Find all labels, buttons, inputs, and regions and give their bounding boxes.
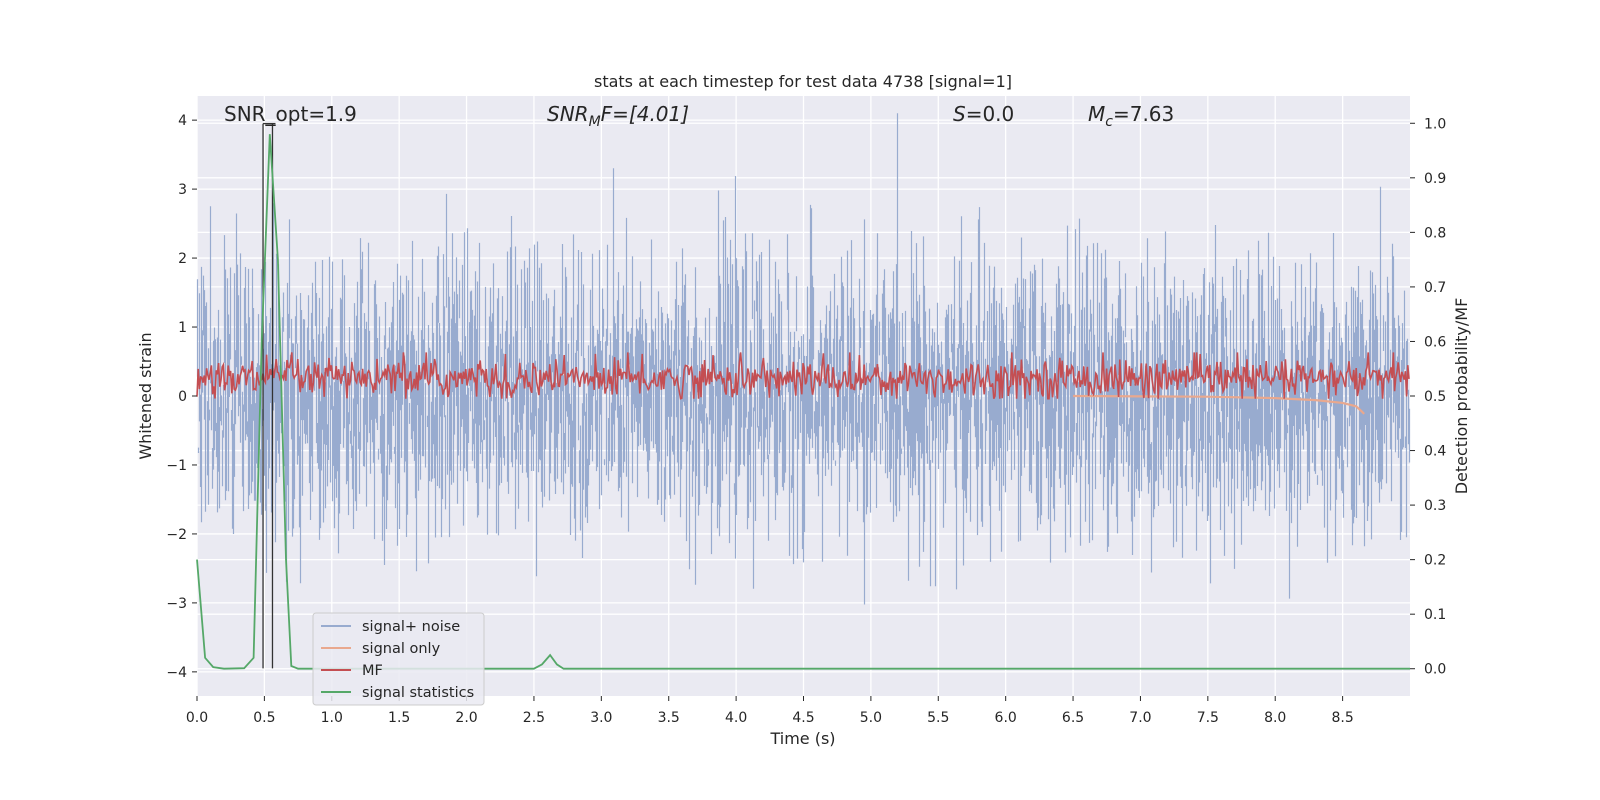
y-left-tick-label: 2 xyxy=(178,251,187,267)
y-right-tick-label: 0.8 xyxy=(1424,225,1446,241)
y-left-tick-label: 1 xyxy=(178,320,187,336)
y-left-tick-label: 0 xyxy=(178,389,187,405)
x-tick-label: 5.0 xyxy=(860,710,882,726)
y-left-tick-label: −4 xyxy=(166,665,187,681)
x-tick-label: 7.0 xyxy=(1129,710,1151,726)
y-right-tick-label: 0.3 xyxy=(1424,498,1446,514)
x-axis-ticks: 0.0 0.5 1.0 1.5 2.0 2.5 3.0 3.5 4.0 4.5 5.0 5.5 6.0 6… xyxy=(186,696,1354,726)
y-left-axis-label: Whitened strain xyxy=(136,332,155,459)
x-tick-label: 2.0 xyxy=(455,710,477,726)
y-right-tick-label: 0.7 xyxy=(1424,280,1446,296)
x-tick-label: 2.5 xyxy=(523,710,545,726)
y-right-axis-label: Detection probability/MF xyxy=(1452,298,1471,495)
x-tick-label: 4.0 xyxy=(725,710,747,726)
signal-only-series xyxy=(1073,394,1365,415)
x-tick-label: 0.0 xyxy=(186,710,208,726)
signal-only-line xyxy=(1073,394,1365,415)
y-right-tick-label: 0.2 xyxy=(1424,553,1446,569)
legend-label-signal-noise: signal+ noise xyxy=(362,619,460,635)
x-tick-label: 8.5 xyxy=(1331,710,1353,726)
x-tick-label: 6.0 xyxy=(995,710,1017,726)
x-tick-label: 7.5 xyxy=(1197,710,1219,726)
y-left-tick-label: −2 xyxy=(166,527,187,543)
annotation-snr-mf: SNRMF=[4.01] xyxy=(547,102,689,130)
annotation-mc: Mc=7.63 xyxy=(1088,102,1174,130)
y-right-tick-label: 0.6 xyxy=(1424,334,1446,350)
annotation-s: S=0.0 xyxy=(953,102,1014,126)
x-axis-label: Time (s) xyxy=(769,729,835,748)
x-tick-label: 5.5 xyxy=(927,710,949,726)
x-tick-label: 0.5 xyxy=(253,710,275,726)
y-right-tick-label: 0.1 xyxy=(1424,607,1446,623)
y-right-tick-label: 0.5 xyxy=(1424,389,1446,405)
y-left-tick-label: −3 xyxy=(166,596,187,612)
y-left-tick-label: −1 xyxy=(166,458,187,474)
y-right-tick-label: 1.0 xyxy=(1424,116,1446,132)
legend-box xyxy=(312,612,485,706)
y-right-axis-ticks: 1.0 0.9 0.8 0.7 0.6 0.5 0.4 0.3 0.2 0.1 0.0 xyxy=(1410,116,1446,678)
mf-line xyxy=(196,352,1410,400)
legend-label-signal-statistics: signal statistics xyxy=(362,685,474,701)
y-left-tick-label: 3 xyxy=(178,182,187,198)
x-tick-label: 6.5 xyxy=(1062,710,1084,726)
y-right-tick-label: 0.0 xyxy=(1424,662,1446,678)
x-tick-label: 3.5 xyxy=(658,710,680,726)
chart-title: stats at each timestep for test data 473… xyxy=(594,72,1012,91)
legend: signal+ noise signal only MF signal stat… xyxy=(312,612,485,706)
x-tick-label: 1.0 xyxy=(321,710,343,726)
x-tick-label: 3.0 xyxy=(590,710,612,726)
y-right-tick-label: 0.9 xyxy=(1424,171,1446,187)
legend-label-mf: MF xyxy=(362,663,383,679)
vertical-markers xyxy=(262,122,276,669)
x-tick-label: 4.5 xyxy=(792,710,814,726)
y-left-axis-ticks: 4 3 2 1 0 −1 −2 −3 −4 xyxy=(166,113,197,681)
annotation-snr-opt: SNR_opt=1.9 xyxy=(224,102,357,126)
mf-series xyxy=(196,352,1410,400)
y-left-tick-label: 4 xyxy=(178,113,187,129)
signal-statistics-series xyxy=(196,134,1410,670)
legend-label-signal-only: signal only xyxy=(362,641,441,657)
x-tick-label: 1.5 xyxy=(388,710,410,726)
y-right-tick-label: 0.4 xyxy=(1424,444,1446,460)
x-tick-label: 8.0 xyxy=(1264,710,1286,726)
signal-statistics-line xyxy=(196,134,1410,670)
